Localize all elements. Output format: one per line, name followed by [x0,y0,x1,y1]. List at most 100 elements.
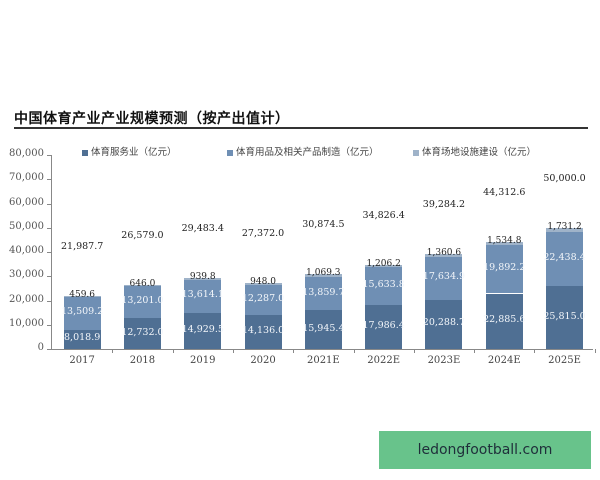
data-label: 1,534.8 [487,235,522,246]
x-tick-label: 2020 [250,355,276,366]
y-tick [47,276,51,278]
total-label: 30,874.5 [302,219,345,231]
data-label: 1,206.2 [366,258,401,269]
bar-segment[interactable] [425,253,463,258]
bar-segment[interactable] [244,314,282,349]
title-rule [14,127,588,129]
data-label: 15,633.8 [362,279,405,291]
bar-segment[interactable] [304,310,342,349]
y-tick-label: 70,000 [9,172,44,184]
x-tick [534,349,536,353]
data-label: 13,201.0 [121,295,164,307]
data-label: 1,069.3 [306,268,341,279]
data-label: 17,986.4 [362,320,405,332]
bar-segment[interactable] [123,284,161,287]
y-tick-label: 80,000 [9,148,44,159]
y-tick [47,227,51,229]
data-label: 12,732.0 [121,326,164,338]
data-label: 22,438.4 [543,252,586,264]
bar-segment[interactable] [244,284,282,315]
bar-segment[interactable] [485,245,523,294]
bar-segment[interactable] [425,299,463,349]
data-label: 17,634.9 [422,271,466,283]
y-tick-label: 30,000 [9,269,44,281]
bar-segment[interactable] [244,282,282,285]
data-label: 1,731.2 [547,221,582,232]
y-tick-label: 60,000 [9,196,44,208]
x-tick [474,349,476,353]
data-label: 15,945.4 [302,322,345,334]
x-tick-label: 2017 [69,355,95,366]
legend-swatch-icon [227,149,233,156]
bar-segment[interactable] [485,293,523,349]
x-axis [51,349,593,350]
bar-segment[interactable] [365,305,403,349]
y-tick-label: 50,000 [9,220,44,232]
x-tick [293,349,295,353]
y-tick-label: 20,000 [9,293,44,305]
legend-item-facilities: 体育场地设施建设（亿元） [413,144,536,158]
total-label: 21,987.7 [60,240,104,252]
x-tick [172,349,174,353]
legend-label: 体育用品及相关产品制造（亿元） [236,147,379,158]
bar-segment[interactable] [123,318,161,349]
chart-title: 中国体育产业产业规模预测（按产出值计） [14,111,290,127]
data-label: 459.6 [69,289,96,300]
legend-swatch-icon [82,149,88,156]
y-tick [47,179,51,181]
bar-segment[interactable] [184,279,222,313]
data-label: 646.0 [129,278,156,289]
data-label: 19,892.2 [483,262,526,274]
total-label: 34,826.4 [362,209,405,221]
y-tick-label: 0 [37,342,44,353]
y-tick [47,300,51,302]
y-tick-label: 10,000 [9,317,44,329]
x-tick [594,349,596,353]
x-tick-label: 2023E [427,355,461,366]
bar-segment[interactable] [365,267,403,306]
total-label: 50,000.0 [543,172,586,184]
bar-segment[interactable] [63,329,101,349]
data-label: 939.8 [189,271,216,282]
data-label: 13,614.1 [181,289,224,301]
bar-segment[interactable] [546,227,584,232]
y-tick [47,155,51,156]
total-label: 27,372.0 [241,227,285,239]
total-label: 26,579.0 [121,229,164,241]
bar-segment[interactable] [63,296,101,330]
data-label: 22,885.6 [483,314,526,326]
x-tick [413,349,415,353]
data-label: 13,509.2 [60,306,104,318]
bar-segment[interactable] [546,231,584,287]
y-tick [47,203,51,205]
data-label: 1,360.6 [426,247,462,258]
x-tick-label: 2019 [190,355,216,366]
data-label: 13,859.7 [302,286,345,298]
bar-segment[interactable] [546,286,584,349]
x-tick-label: 2018 [129,355,156,366]
legend-label: 体育服务业（亿元） [91,147,177,158]
x-tick [353,349,355,353]
bar-segment[interactable] [365,264,403,268]
bar-segment[interactable] [184,277,222,280]
bar-segment[interactable] [304,274,342,277]
data-label: 948.0 [250,276,276,287]
legend-label: 体育场地设施建设（亿元） [422,147,537,158]
x-tick-label: 2021E [306,355,340,366]
bar-segment[interactable] [184,312,222,349]
bar-segment[interactable] [123,286,161,319]
total-label: 44,312.6 [483,186,526,198]
bar-segment[interactable] [304,276,342,311]
x-tick [112,349,114,353]
bar-segment[interactable] [63,295,101,297]
bar-segment[interactable] [425,257,463,300]
data-label: 14,136.0 [241,324,285,336]
total-label: 29,483.4 [181,222,224,234]
total-label: 39,284.2 [422,198,466,210]
bar-segment[interactable] [485,241,523,246]
y-tick [47,252,51,253]
y-tick [47,349,51,350]
y-tick [47,324,51,326]
legend-item-service: 体育服务业（亿元） [82,144,177,158]
x-tick-label: 2022E [367,355,401,366]
